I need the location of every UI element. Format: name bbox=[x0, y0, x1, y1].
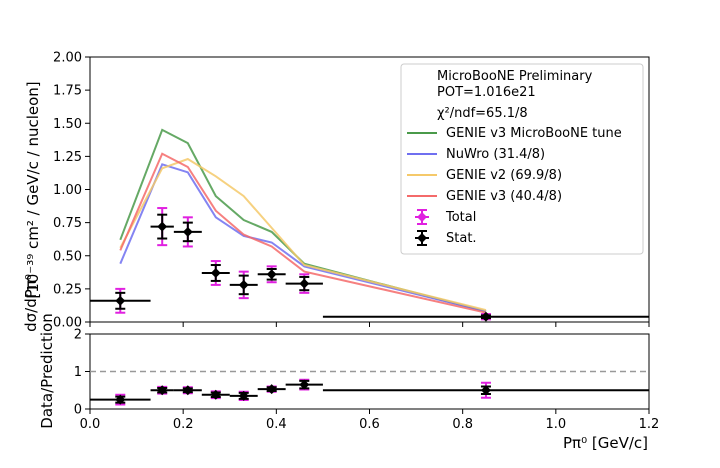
ratio-y-tick-label: 2 bbox=[74, 328, 82, 343]
main-data-point bbox=[157, 221, 168, 232]
ratio-data-point bbox=[299, 379, 310, 390]
main-y-tick-label: 1.25 bbox=[53, 150, 82, 165]
legend-entries: GENIE v3 MicroBooNE tune NuWro (31.4/8) GE… bbox=[407, 126, 622, 246]
legend: MicroBooNE Preliminary POT=1.016e21 χ²/n… bbox=[400, 63, 644, 255]
main-y-tick-label: 0.50 bbox=[53, 249, 82, 264]
legend-marker-label-1: Total bbox=[445, 210, 476, 225]
ratio-x-tick-label: 1.0 bbox=[545, 417, 566, 432]
ratio-data-point bbox=[157, 385, 168, 396]
legend-label-3: GENIE v2 (69.9/8) bbox=[446, 168, 562, 183]
main-y-tick-label: 1.75 bbox=[53, 84, 82, 99]
main-y-axis-label-prefix: dσ/dPπ⁰ bbox=[22, 274, 40, 332]
main-panel: 0.00 0.25 0.50 0.75 1.00 1.25 1.50 1.75 2.00 bbox=[53, 51, 650, 331]
ratio-x-tick-label: 0.4 bbox=[266, 417, 287, 432]
main-data-point bbox=[299, 278, 310, 289]
series-line-3 bbox=[119, 157, 487, 312]
x-axis-label: Pπ⁰ [GeV/c] bbox=[563, 434, 648, 452]
main-data-point bbox=[182, 226, 193, 237]
ratio-data-point bbox=[481, 385, 491, 396]
main-y-tick-label: 0.75 bbox=[53, 216, 82, 231]
series-line-2 bbox=[119, 163, 487, 313]
main-y-tick-label: 1.00 bbox=[53, 183, 82, 198]
ratio-panel: 0 1 2 0.0 0.2 0.4 0.6 0.8 1.0 1.2 bbox=[74, 328, 660, 433]
legend-label-2: NuWro (31.4/8) bbox=[446, 147, 545, 162]
ratio-x-tick-label: 0.0 bbox=[80, 417, 101, 432]
main-y-tick-label: 1.50 bbox=[53, 117, 82, 132]
series-line-4 bbox=[119, 152, 487, 314]
main-data-point bbox=[266, 269, 277, 280]
main-y-axis-label: [10⁻³⁹ cm² / GeV/c / nucleon] bbox=[24, 81, 42, 298]
legend-label-4: GENIE v3 (40.4/8) bbox=[446, 189, 562, 204]
legend-header-pot: POT=1.016e21 bbox=[437, 85, 536, 100]
ratio-y-tick-label: 0 bbox=[74, 403, 82, 418]
ratio-x-tick-label: 0.6 bbox=[359, 417, 380, 432]
ratio-x-tick-label: 0.2 bbox=[173, 417, 194, 432]
ratio-data-point bbox=[266, 384, 277, 395]
legend-label-1: GENIE v3 MicroBooNE tune bbox=[446, 126, 622, 141]
legend-box bbox=[400, 63, 644, 255]
main-y-tick-label: 2.00 bbox=[53, 51, 82, 66]
ratio-data-point bbox=[210, 389, 221, 400]
legend-header-experiment: MicroBooNE Preliminary bbox=[437, 69, 593, 84]
ratio-x-tick-label: 0.8 bbox=[452, 417, 473, 432]
legend-marker-point bbox=[417, 233, 427, 243]
ratio-x-tick-label: 1.2 bbox=[639, 417, 660, 432]
main-y-tick-label: 0.00 bbox=[53, 316, 82, 331]
legend-header-chi2: χ²/ndf=65.1/8 bbox=[437, 106, 528, 121]
main-data-point bbox=[238, 279, 249, 290]
ratio-data-point bbox=[238, 390, 249, 401]
main-data-point bbox=[481, 311, 491, 322]
ratio-y-axis-label: Data/Prediction bbox=[38, 313, 56, 428]
legend-marker-label-2: Stat. bbox=[446, 231, 477, 246]
legend-marker-point bbox=[417, 212, 427, 222]
ratio-data-point bbox=[182, 385, 193, 396]
ratio-y-tick-label: 1 bbox=[74, 365, 82, 380]
main-data-point bbox=[210, 268, 221, 278]
main-y-tick-label: 0.25 bbox=[53, 282, 82, 297]
